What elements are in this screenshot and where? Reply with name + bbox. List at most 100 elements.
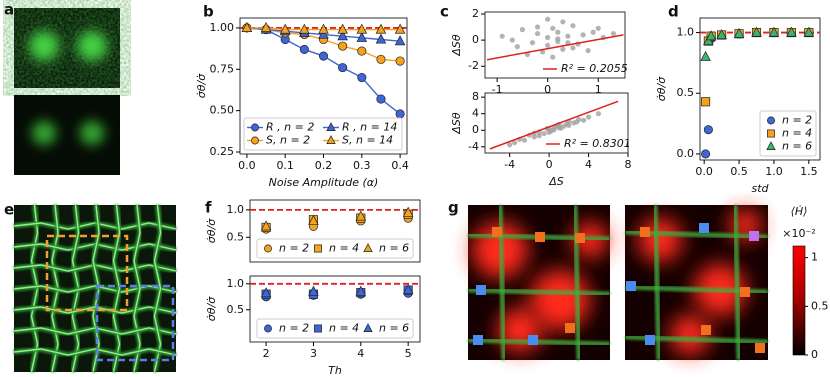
scatter-point	[590, 29, 596, 35]
marker	[363, 323, 373, 332]
legend-label: S, n = 2	[266, 134, 310, 147]
scatter-point	[521, 137, 528, 143]
marker	[308, 285, 319, 296]
x-axis-label: std	[751, 182, 769, 195]
marker	[337, 23, 348, 34]
marker	[395, 56, 405, 66]
x-tick-label: 2	[263, 347, 270, 360]
panel-label: b	[203, 3, 214, 21]
scatter-point	[585, 47, 591, 54]
marker	[376, 94, 386, 104]
region-box	[95, 284, 175, 362]
legend-box	[256, 318, 414, 339]
marker	[705, 30, 717, 41]
scatter-point	[558, 125, 564, 131]
marker	[703, 125, 713, 135]
scatter-point	[565, 33, 571, 39]
y-tick-label: 0.5	[677, 86, 695, 99]
scatter-point	[585, 114, 592, 120]
marker	[318, 28, 329, 39]
x-tick-label: 4	[357, 347, 364, 360]
y-axis-label: σ̇θ/σ̇	[205, 218, 218, 243]
marker	[338, 41, 348, 51]
scatter-point	[541, 130, 547, 137]
marker	[402, 206, 414, 217]
region-box	[45, 234, 129, 312]
legend-label: n = 4	[782, 127, 812, 140]
tracked-point	[535, 232, 545, 242]
y-tick-label: 1.0	[677, 26, 695, 39]
marker	[326, 122, 336, 131]
x-tick-label: 1.0	[765, 165, 783, 178]
tracked-point	[565, 323, 575, 333]
x-tick-label: -4	[504, 158, 515, 171]
y-axis-label: ΔSθ	[450, 112, 463, 135]
marker	[716, 29, 727, 40]
scatter-point	[560, 46, 566, 52]
scatter-point	[570, 23, 576, 29]
y-tick-label: 1.0	[227, 203, 245, 216]
legend-label: n = 4	[329, 242, 359, 255]
grid-fiber	[13, 285, 177, 293]
x-axis-label: Th	[328, 364, 342, 377]
y-tick-label: 0.0	[677, 147, 695, 160]
plot-frame	[484, 92, 629, 154]
colorbar-multiplier: ×10⁻²	[782, 227, 815, 240]
x-tick-label: 0.5	[730, 165, 748, 178]
marker	[264, 244, 272, 253]
x-tick-label: 1	[595, 83, 602, 96]
marker	[260, 21, 272, 32]
scatter-point	[511, 140, 518, 146]
y-tick-label: 2	[472, 7, 479, 20]
legend-label: n = 6	[782, 140, 812, 153]
x-tick-label: 0.3	[353, 159, 371, 172]
marker	[355, 285, 367, 296]
marker	[260, 220, 272, 231]
marker	[279, 23, 291, 34]
tracked-point	[473, 335, 483, 345]
tracked-point	[699, 223, 709, 233]
marker	[700, 50, 711, 61]
panel-label: a	[4, 1, 14, 19]
marker	[299, 44, 309, 54]
scatter-point	[570, 45, 576, 51]
scatter-point	[555, 36, 561, 42]
scatter-point	[610, 30, 616, 37]
y-tick-label: 1.0	[227, 277, 245, 290]
marker	[314, 324, 322, 333]
grid-fiber	[13, 306, 177, 314]
y-tick-label: 0.5	[227, 230, 245, 243]
plot-frame	[249, 275, 421, 343]
scatter-point	[574, 119, 580, 125]
x-tick-label: 0	[546, 158, 553, 171]
tracked-point	[701, 325, 711, 335]
scatter-point	[534, 30, 541, 37]
scatter-point	[581, 117, 587, 123]
x-tick-label: 0.4	[391, 159, 409, 172]
legend-label: R , n = 2	[266, 121, 314, 134]
colorbar-tick-label: 1	[811, 251, 818, 264]
x-tick-label: 0.1	[276, 159, 294, 172]
fit-line	[489, 100, 619, 150]
marker	[314, 244, 322, 253]
marker	[318, 51, 329, 61]
x-tick-label: 8	[625, 158, 632, 171]
annotation: R² = 0.2055	[561, 62, 628, 75]
marker	[733, 27, 745, 38]
marker	[337, 30, 348, 41]
x-tick-label: 3	[310, 347, 317, 360]
tracked-point	[626, 281, 636, 291]
grid-fiber	[13, 327, 177, 335]
scatter-point	[509, 37, 515, 43]
y-tick-label: 0.5	[227, 303, 245, 316]
scatter-point	[519, 27, 526, 33]
legend-label: n = 4	[329, 322, 359, 335]
annotation: R² = 0.8301	[564, 137, 631, 150]
y-tick-label: -4	[468, 140, 479, 153]
colorbar-tick-label: 0.5	[811, 299, 829, 312]
marker	[355, 210, 367, 221]
marker	[308, 214, 319, 225]
scatter-point	[529, 40, 536, 46]
colorbar-title: ⟨Ḣ⟩	[791, 205, 808, 218]
scatter-point	[550, 25, 556, 31]
